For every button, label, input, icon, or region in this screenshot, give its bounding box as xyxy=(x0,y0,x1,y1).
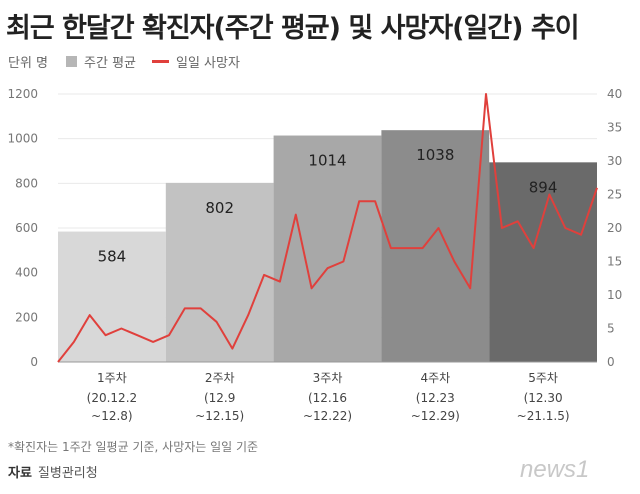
y-tick-label-left: 800 xyxy=(15,176,38,190)
y-tick-label-right: 15 xyxy=(607,255,622,269)
y-tick-label-right: 35 xyxy=(607,121,622,135)
y-tick-label-left: 1000 xyxy=(7,132,38,146)
x-category-range: (20.12.2 xyxy=(87,391,137,405)
x-category-label: 3주차 xyxy=(313,371,343,385)
x-category-label: 4주차 xyxy=(420,371,450,385)
bar xyxy=(381,130,490,362)
bar-value-label: 1014 xyxy=(308,152,346,170)
legend-line-label: 일일 사망자 xyxy=(176,56,240,71)
bar xyxy=(489,162,597,362)
bar xyxy=(165,182,274,362)
footnote: *확진자는 1주간 일평균 기준, 사망자는 일일 기준 xyxy=(8,440,259,454)
x-category-range: ~12.8) xyxy=(91,409,132,423)
x-category-range: ~12.22) xyxy=(303,409,352,423)
y-tick-label-right: 10 xyxy=(607,288,622,302)
news1-logo: news1 xyxy=(520,456,589,483)
legend-line-swatch xyxy=(152,60,169,63)
x-category-range: (12.30 xyxy=(524,391,563,405)
unit-label: 단위 명 xyxy=(8,56,49,71)
legend-bar-label: 주간 평균 xyxy=(84,56,136,71)
x-category-range: (12.16 xyxy=(308,391,347,405)
source-label: 자료 xyxy=(8,466,32,481)
y-tick-label-left: 400 xyxy=(15,266,38,280)
logo-text: news1 xyxy=(520,456,589,483)
x-category-range: ~12.29) xyxy=(411,409,460,423)
bar-value-label: 894 xyxy=(529,178,558,196)
y-tick-label-right: 25 xyxy=(607,188,622,202)
x-category-label: 1주차 xyxy=(97,371,127,385)
chart-title: 최근 한달간 확진자(주간 평균) 및 사망자(일간) 추이 xyxy=(6,13,580,44)
y-tick-label-left: 600 xyxy=(15,221,38,235)
x-category-label: 2주차 xyxy=(205,371,235,385)
x-category-range: ~21.1.5) xyxy=(517,409,570,423)
bar-value-label: 802 xyxy=(205,199,234,217)
y-tick-label-right: 5 xyxy=(607,322,615,336)
x-category-range: (12.9 xyxy=(204,391,235,405)
y-tick-label-left: 200 xyxy=(15,310,38,324)
y-tick-label-right: 40 xyxy=(607,87,622,101)
legend: 단위 명 주간 평균 일일 사망자 xyxy=(8,52,240,71)
y-tick-label-right: 0 xyxy=(607,355,615,369)
x-category-label: 5주차 xyxy=(528,371,558,385)
legend-bar-swatch xyxy=(66,56,78,67)
x-category-range: (12.23 xyxy=(416,391,455,405)
bar-value-label: 1038 xyxy=(416,146,454,164)
x-category-range: ~12.15) xyxy=(195,409,244,423)
chart-area: 0 200 400 600 800 1000 1200 0 5 10 15 20 25 30 35 40 584… xyxy=(7,87,622,423)
y-tick-label-left: 1200 xyxy=(7,87,38,101)
bar xyxy=(273,135,382,362)
y-tick-label-right: 20 xyxy=(607,221,622,235)
source: 자료 질병관리청 xyxy=(8,462,98,481)
source-name: 질병관리청 xyxy=(37,466,98,481)
bar-value-label: 584 xyxy=(98,248,127,266)
y-tick-label-right: 30 xyxy=(607,154,622,168)
y-tick-label-left: 0 xyxy=(30,355,38,369)
